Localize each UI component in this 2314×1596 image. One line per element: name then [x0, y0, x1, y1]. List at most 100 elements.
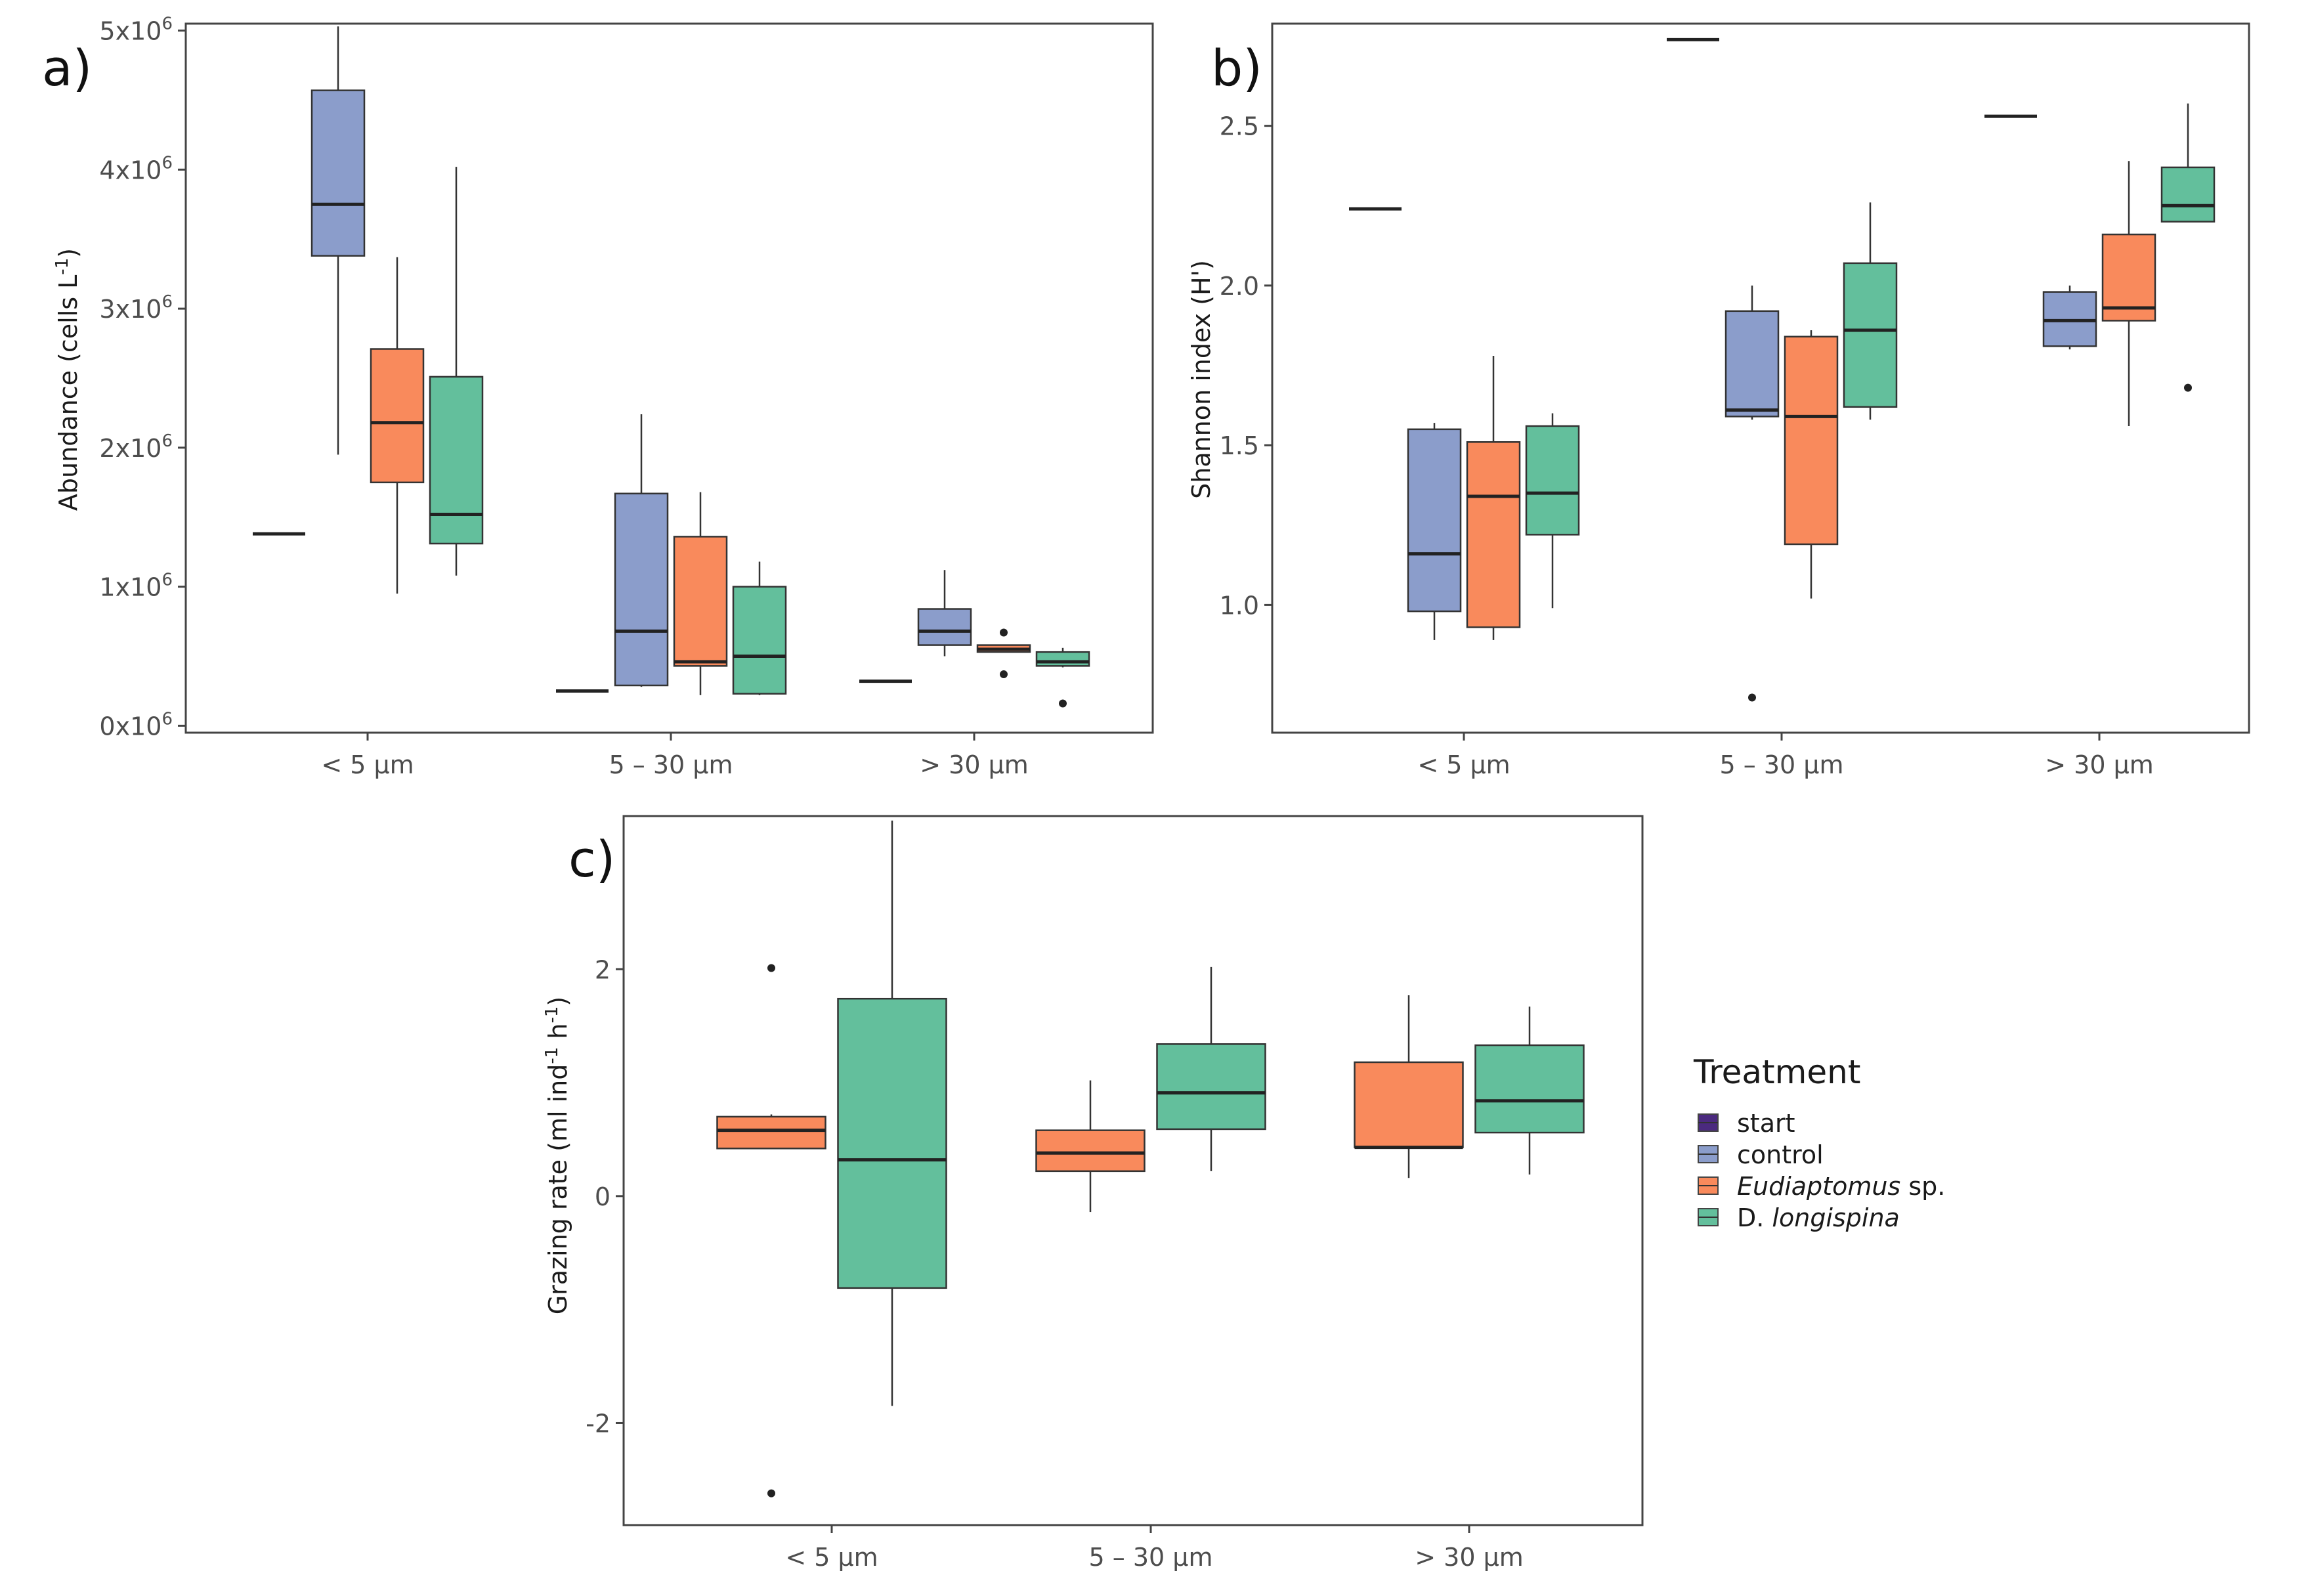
panel-c-boxes	[716, 820, 1585, 1498]
outlier-point	[767, 964, 775, 972]
y-tick-label: 2.5	[1220, 112, 1259, 141]
box-eudiaptomus	[1035, 1080, 1146, 1213]
x-tick-label: > 30 µm	[2045, 750, 2154, 779]
box-control	[614, 414, 669, 687]
outlier-point	[1000, 670, 1008, 679]
panel-c-letter: c)	[568, 830, 615, 888]
box-body	[1474, 1044, 1585, 1134]
outlier-point	[2184, 383, 2192, 392]
legend-item-eudiaptomus: Eudiaptomus sp.	[1698, 1172, 1945, 1201]
box-eudiaptomus	[1354, 995, 1464, 1178]
panel-a-ylabel: Abundance (cells L-1)	[53, 248, 83, 511]
legend-label: Eudiaptomus sp.	[1737, 1172, 1945, 1201]
legend-label: start	[1737, 1109, 1795, 1138]
x-tick-label: 5 – 30 µm	[1089, 1543, 1213, 1572]
box-longispina	[429, 167, 484, 576]
y-tick-label: 0x106	[99, 709, 173, 741]
box-body	[614, 492, 669, 687]
y-tick-label: 0	[595, 1182, 611, 1211]
box-body	[1466, 441, 1521, 628]
box-eudiaptomus	[976, 628, 1031, 679]
box-body	[1525, 425, 1580, 536]
y-tick-label: 5x106	[99, 14, 173, 46]
x-tick-label: < 5 µm	[321, 750, 414, 779]
panel-c-grazing: c) Grazing rate (ml ind-1 h-1) -2 0 2 < 5 …	[542, 815, 1644, 1572]
y-tick-label: 4x106	[99, 153, 173, 184]
box-eudiaptomus	[1784, 330, 1839, 599]
outlier-point	[1059, 699, 1067, 708]
box-body	[429, 376, 484, 545]
box-body	[1354, 1061, 1464, 1148]
panel-a-x-ticks: < 5 µm 5 – 30 µm > 30 µm	[321, 733, 1029, 779]
y-tick-label: 2.0	[1220, 272, 1259, 301]
x-tick-label: 5 – 30 µm	[1720, 750, 1844, 779]
panel-a-boxes	[253, 26, 1090, 708]
box-body	[673, 536, 728, 667]
y-tick-label: -2	[586, 1409, 611, 1438]
box-eudiaptomus	[673, 492, 728, 695]
legend-label: D. longispina	[1737, 1203, 1900, 1232]
box-body	[1843, 262, 1898, 408]
legend-item-longispina: D. longispina	[1698, 1203, 1900, 1232]
panel-b-letter: b)	[1211, 39, 1262, 97]
panel-b-shannon: b) Shannon index (H') 1.0 1.5 2.0 2.5 < 5 µ…	[1187, 22, 2250, 779]
box-eudiaptomus	[2101, 161, 2156, 426]
box-body	[732, 586, 787, 695]
panel-a-frame	[184, 22, 1154, 734]
box-control	[1725, 285, 1780, 702]
legend-item-control: control	[1698, 1140, 1824, 1169]
box-longispina	[1474, 1006, 1585, 1175]
y-tick-label: 3x106	[99, 292, 173, 324]
box-body	[1725, 310, 1780, 418]
x-tick-label: < 5 µm	[785, 1543, 878, 1572]
box-control	[311, 26, 366, 455]
legend-item-start: start	[1698, 1109, 1795, 1138]
box-body	[1035, 1129, 1146, 1173]
box-body	[370, 348, 425, 484]
outlier-point	[1000, 628, 1008, 637]
panel-a-abundance: a) Abundance (cells L-1) 0x106 1x106 2x106…	[42, 14, 1154, 779]
outlier-point	[1748, 693, 1756, 702]
panel-b-ylabel: Shannon index (H')	[1187, 260, 1216, 499]
box-body	[2160, 166, 2216, 223]
box-body	[837, 997, 947, 1289]
box-control	[2042, 285, 2097, 350]
panel-a-letter: a)	[42, 39, 92, 97]
box-body	[1784, 335, 1839, 546]
panel-c-ylabel: Grazing rate (ml ind-1 h-1)	[542, 997, 572, 1315]
outlier-point	[767, 1489, 775, 1498]
y-tick-label: 2	[595, 955, 611, 984]
x-tick-label: > 30 µm	[1415, 1543, 1524, 1572]
box-body	[311, 89, 366, 257]
legend-title: Treatment	[1693, 1053, 1860, 1091]
box-eudiaptomus	[716, 964, 826, 1498]
box-body	[917, 608, 972, 646]
panel-c-x-ticks: < 5 µm 5 – 30 µm > 30 µm	[785, 1525, 1524, 1572]
box-body	[1035, 651, 1090, 667]
panel-b-frame	[1271, 22, 2250, 734]
panel-c-frame	[622, 815, 1644, 1526]
box-body	[1156, 1043, 1266, 1131]
box-longispina	[1525, 413, 1580, 609]
box-eudiaptomus	[1466, 355, 1521, 640]
box-longispina	[1035, 647, 1090, 708]
y-tick-label: 1.0	[1220, 591, 1259, 620]
panel-c-y-ticks: -2 0 2	[586, 955, 624, 1438]
panel-b-x-ticks: < 5 µm 5 – 30 µm > 30 µm	[1417, 733, 2154, 779]
x-tick-label: > 30 µm	[920, 750, 1029, 779]
box-longispina	[1843, 202, 1898, 420]
y-tick-label: 2x106	[99, 431, 173, 463]
box-longispina	[1156, 966, 1266, 1171]
panel-b-y-ticks: 1.0 1.5 2.0 2.5	[1220, 112, 1272, 620]
box-longispina	[2160, 103, 2216, 392]
y-tick-label: 1x106	[99, 571, 173, 602]
box-control	[917, 570, 972, 657]
x-tick-label: < 5 µm	[1417, 750, 1510, 779]
y-tick-label: 1.5	[1220, 431, 1259, 460]
box-body	[716, 1115, 826, 1150]
box-eudiaptomus	[370, 257, 425, 594]
panel-a-y-ticks: 0x106 1x106 2x106 3x106 4x106 5x106	[99, 14, 186, 741]
